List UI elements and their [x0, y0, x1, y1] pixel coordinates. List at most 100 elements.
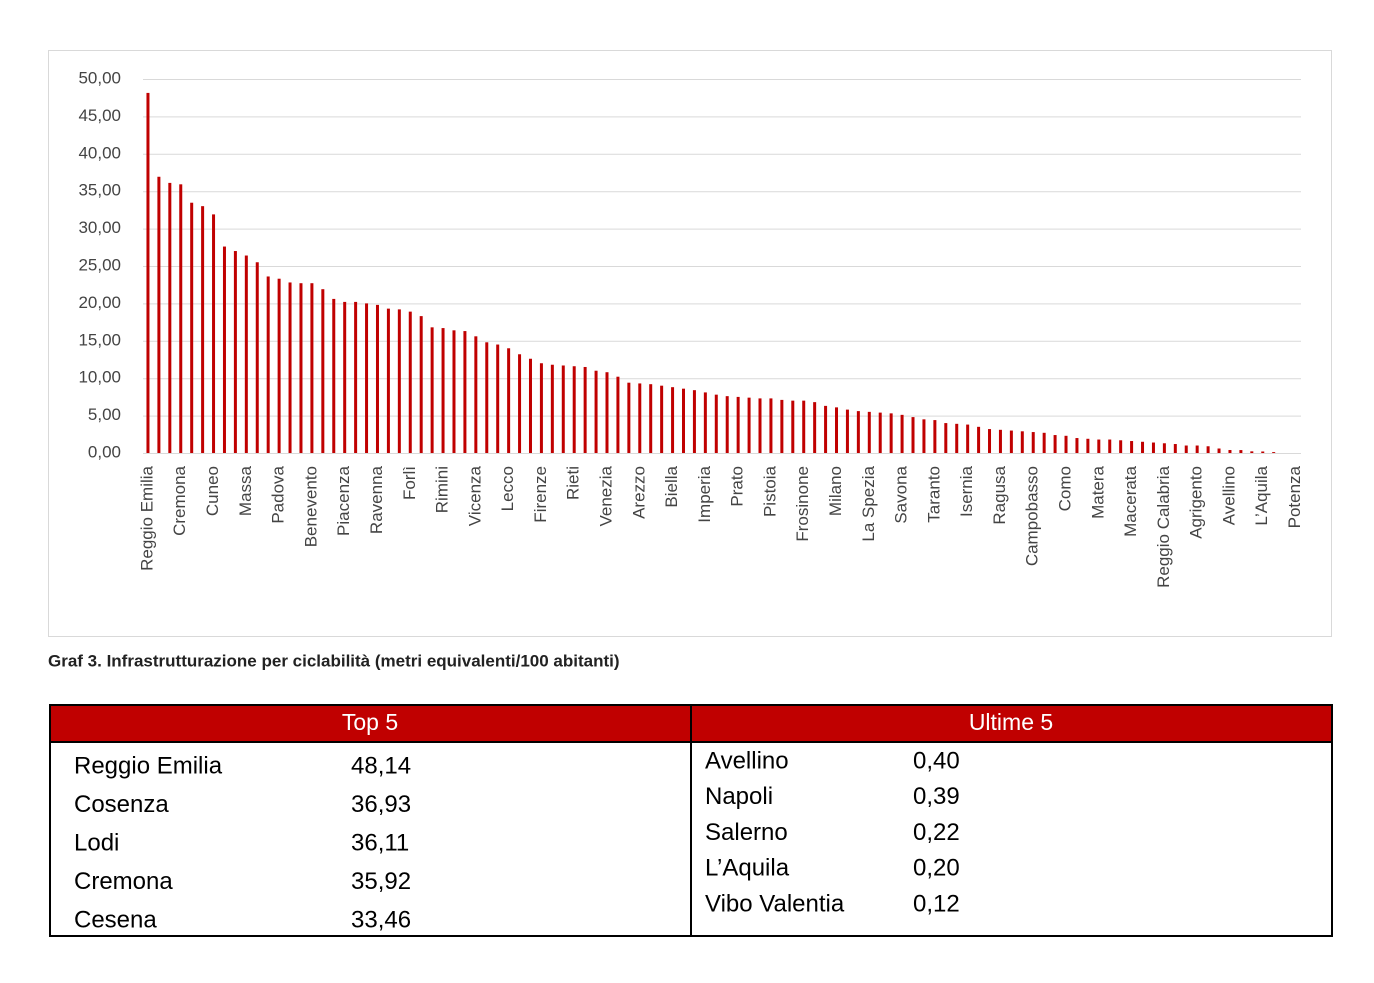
- chart-frame: [48, 50, 1332, 637]
- cell-value: 33,46: [351, 906, 411, 933]
- bar: [310, 283, 314, 453]
- x-tick-label: Benevento: [301, 466, 320, 547]
- x-tick-label: Biella: [662, 465, 681, 507]
- bar: [550, 364, 554, 453]
- x-tick-label: Campobasso: [1023, 466, 1042, 566]
- x-tick-label: Ravenna: [367, 465, 386, 534]
- bar: [408, 311, 412, 453]
- cell-value: 36,11: [351, 829, 409, 856]
- bar: [201, 206, 205, 453]
- bar: [791, 400, 795, 453]
- x-tick-label: Lecco: [498, 466, 517, 511]
- bar: [212, 214, 216, 453]
- bar: [485, 342, 489, 453]
- bar: [747, 397, 751, 453]
- bar: [1228, 450, 1232, 453]
- bar: [824, 405, 828, 453]
- bar: [179, 184, 183, 453]
- bar: [222, 246, 226, 453]
- bar: [703, 392, 707, 453]
- y-tick-label: 20,00: [78, 293, 121, 312]
- x-tick-label: Pistoia: [760, 465, 779, 517]
- x-tick-label: Rieti: [564, 466, 583, 500]
- bar: [966, 424, 970, 453]
- bar: [397, 309, 401, 453]
- x-tick-label: Isernia: [957, 465, 976, 517]
- cell-value: 0,39: [913, 783, 960, 810]
- x-tick-label: Vicenza: [465, 465, 484, 526]
- bar: [1086, 438, 1090, 453]
- cell-name: Cesena: [74, 906, 157, 933]
- cell-name: Salerno: [705, 819, 788, 846]
- y-tick-label: 40,00: [78, 143, 121, 162]
- x-tick-label: Imperia: [695, 465, 714, 522]
- x-tick-label: Arezzo: [629, 466, 648, 519]
- cell-name: Vibo Valentia: [705, 891, 845, 918]
- cell-name: Cremona: [74, 868, 173, 895]
- bar: [1217, 448, 1221, 453]
- bar: [944, 423, 948, 453]
- bar: [321, 289, 325, 453]
- cell-value: 36,93: [351, 791, 411, 818]
- bar: [1119, 440, 1123, 453]
- cell-value: 0,20: [913, 855, 960, 882]
- bar: [867, 411, 871, 453]
- bar: [539, 363, 543, 453]
- bar: [583, 366, 587, 453]
- x-tick-label: Como: [1056, 466, 1075, 511]
- bar: [474, 336, 478, 453]
- x-tick-label: Potenza: [1285, 465, 1304, 528]
- cell-name: Lodi: [74, 829, 119, 856]
- bar: [856, 411, 860, 453]
- y-tick-label: 10,00: [78, 368, 121, 387]
- y-tick-label: 25,00: [78, 255, 121, 274]
- cell-name: L’Aquila: [705, 855, 790, 882]
- bar: [561, 365, 565, 453]
- bar: [605, 372, 609, 453]
- bar: [736, 396, 740, 453]
- x-tick-label: Piacenza: [334, 465, 353, 535]
- bar: [889, 413, 893, 453]
- x-tick-label: Taranto: [924, 466, 943, 523]
- x-tick-label: Milano: [826, 466, 845, 516]
- x-tick-label: Rimini: [433, 466, 452, 513]
- y-tick-label: 0,00: [88, 442, 121, 461]
- bar: [900, 414, 904, 453]
- x-tick-label: Reggio Calabria: [1154, 465, 1173, 587]
- bar: [1250, 451, 1254, 453]
- table-header: Ultime 5: [969, 709, 1053, 735]
- bar: [725, 396, 729, 453]
- x-tick-label: Agrigento: [1187, 466, 1206, 539]
- bar: [835, 407, 839, 453]
- bar: [660, 385, 664, 453]
- bar: [813, 402, 817, 453]
- bar: [878, 412, 882, 453]
- cell-value: 0,40: [913, 747, 960, 774]
- cell-value: 35,92: [351, 868, 411, 895]
- y-tick-label: 15,00: [78, 330, 121, 349]
- bar: [1184, 445, 1188, 453]
- bar: [627, 382, 631, 453]
- bar: [386, 308, 390, 453]
- cell-name: Reggio Emilia: [74, 752, 223, 779]
- bar: [441, 328, 445, 453]
- cell-value: 0,12: [913, 891, 960, 918]
- bar: [375, 304, 379, 453]
- x-tick-label: Avellino: [1219, 466, 1238, 525]
- bar: [1097, 439, 1101, 453]
- bar: [288, 282, 292, 453]
- x-tick-label: Cuneo: [203, 466, 222, 516]
- table-header: Top 5: [342, 709, 398, 735]
- bar: [1031, 432, 1035, 453]
- bar: [332, 298, 336, 453]
- caption: Graf 3. Infrastrutturazione per ciclabil…: [48, 651, 620, 670]
- bar: [998, 429, 1002, 453]
- bar: [343, 301, 347, 453]
- bar: [507, 348, 511, 453]
- x-tick-label: Ragusa: [990, 465, 1009, 524]
- bar: [1173, 444, 1177, 453]
- bar: [1162, 443, 1166, 453]
- bar: [638, 383, 642, 453]
- x-tick-label: Matera: [1088, 465, 1107, 518]
- bar: [671, 387, 675, 453]
